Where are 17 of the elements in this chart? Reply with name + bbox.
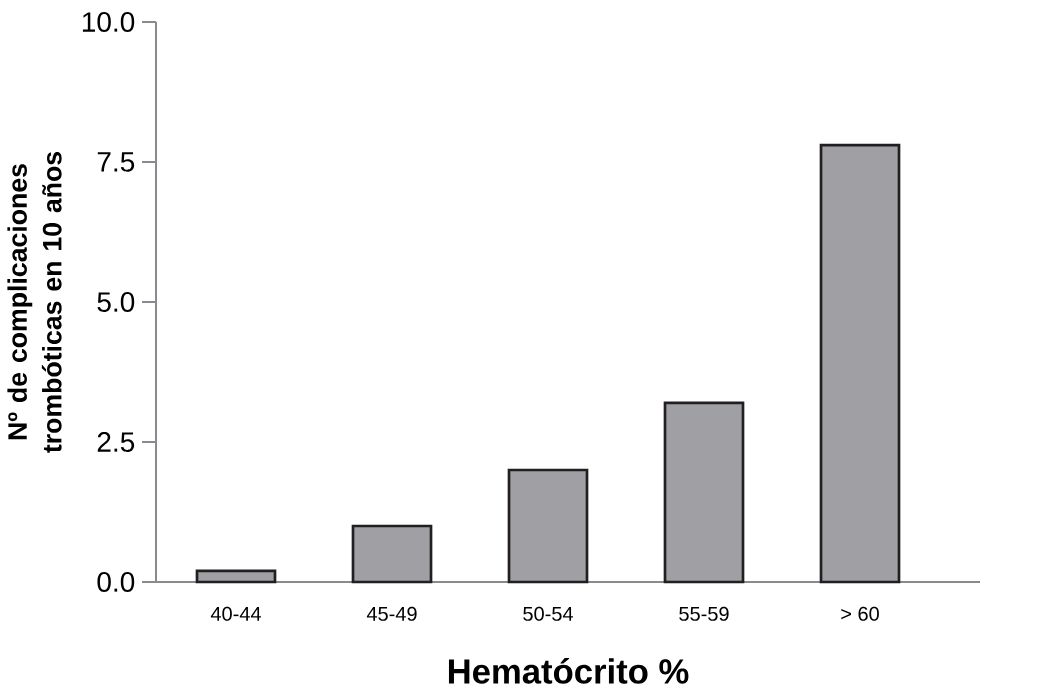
x-tick-label: 40-44 xyxy=(210,606,261,621)
x-tick-label: 50-54 xyxy=(523,606,573,621)
y-tick-label: 7.5 xyxy=(97,152,135,172)
bar xyxy=(507,468,589,584)
bar xyxy=(351,524,433,584)
x-axis-title: Hematócrito % xyxy=(448,658,689,684)
y-tick-label: 10.0 xyxy=(82,12,135,32)
x-tick-label: 45-49 xyxy=(366,606,417,621)
y-tick-label: 0.0 xyxy=(97,572,135,592)
bar xyxy=(819,143,901,584)
bar xyxy=(663,401,745,584)
y-tick-label: 5.0 xyxy=(97,292,135,312)
x-tick-label: 55-59 xyxy=(679,606,729,621)
bar xyxy=(195,569,277,584)
y-axis-title: Nº de complicaciones trombóticas en 10 años xyxy=(7,151,62,453)
x-tick-label: > 60 xyxy=(841,606,879,621)
y-tick-label: 2.5 xyxy=(97,432,135,452)
